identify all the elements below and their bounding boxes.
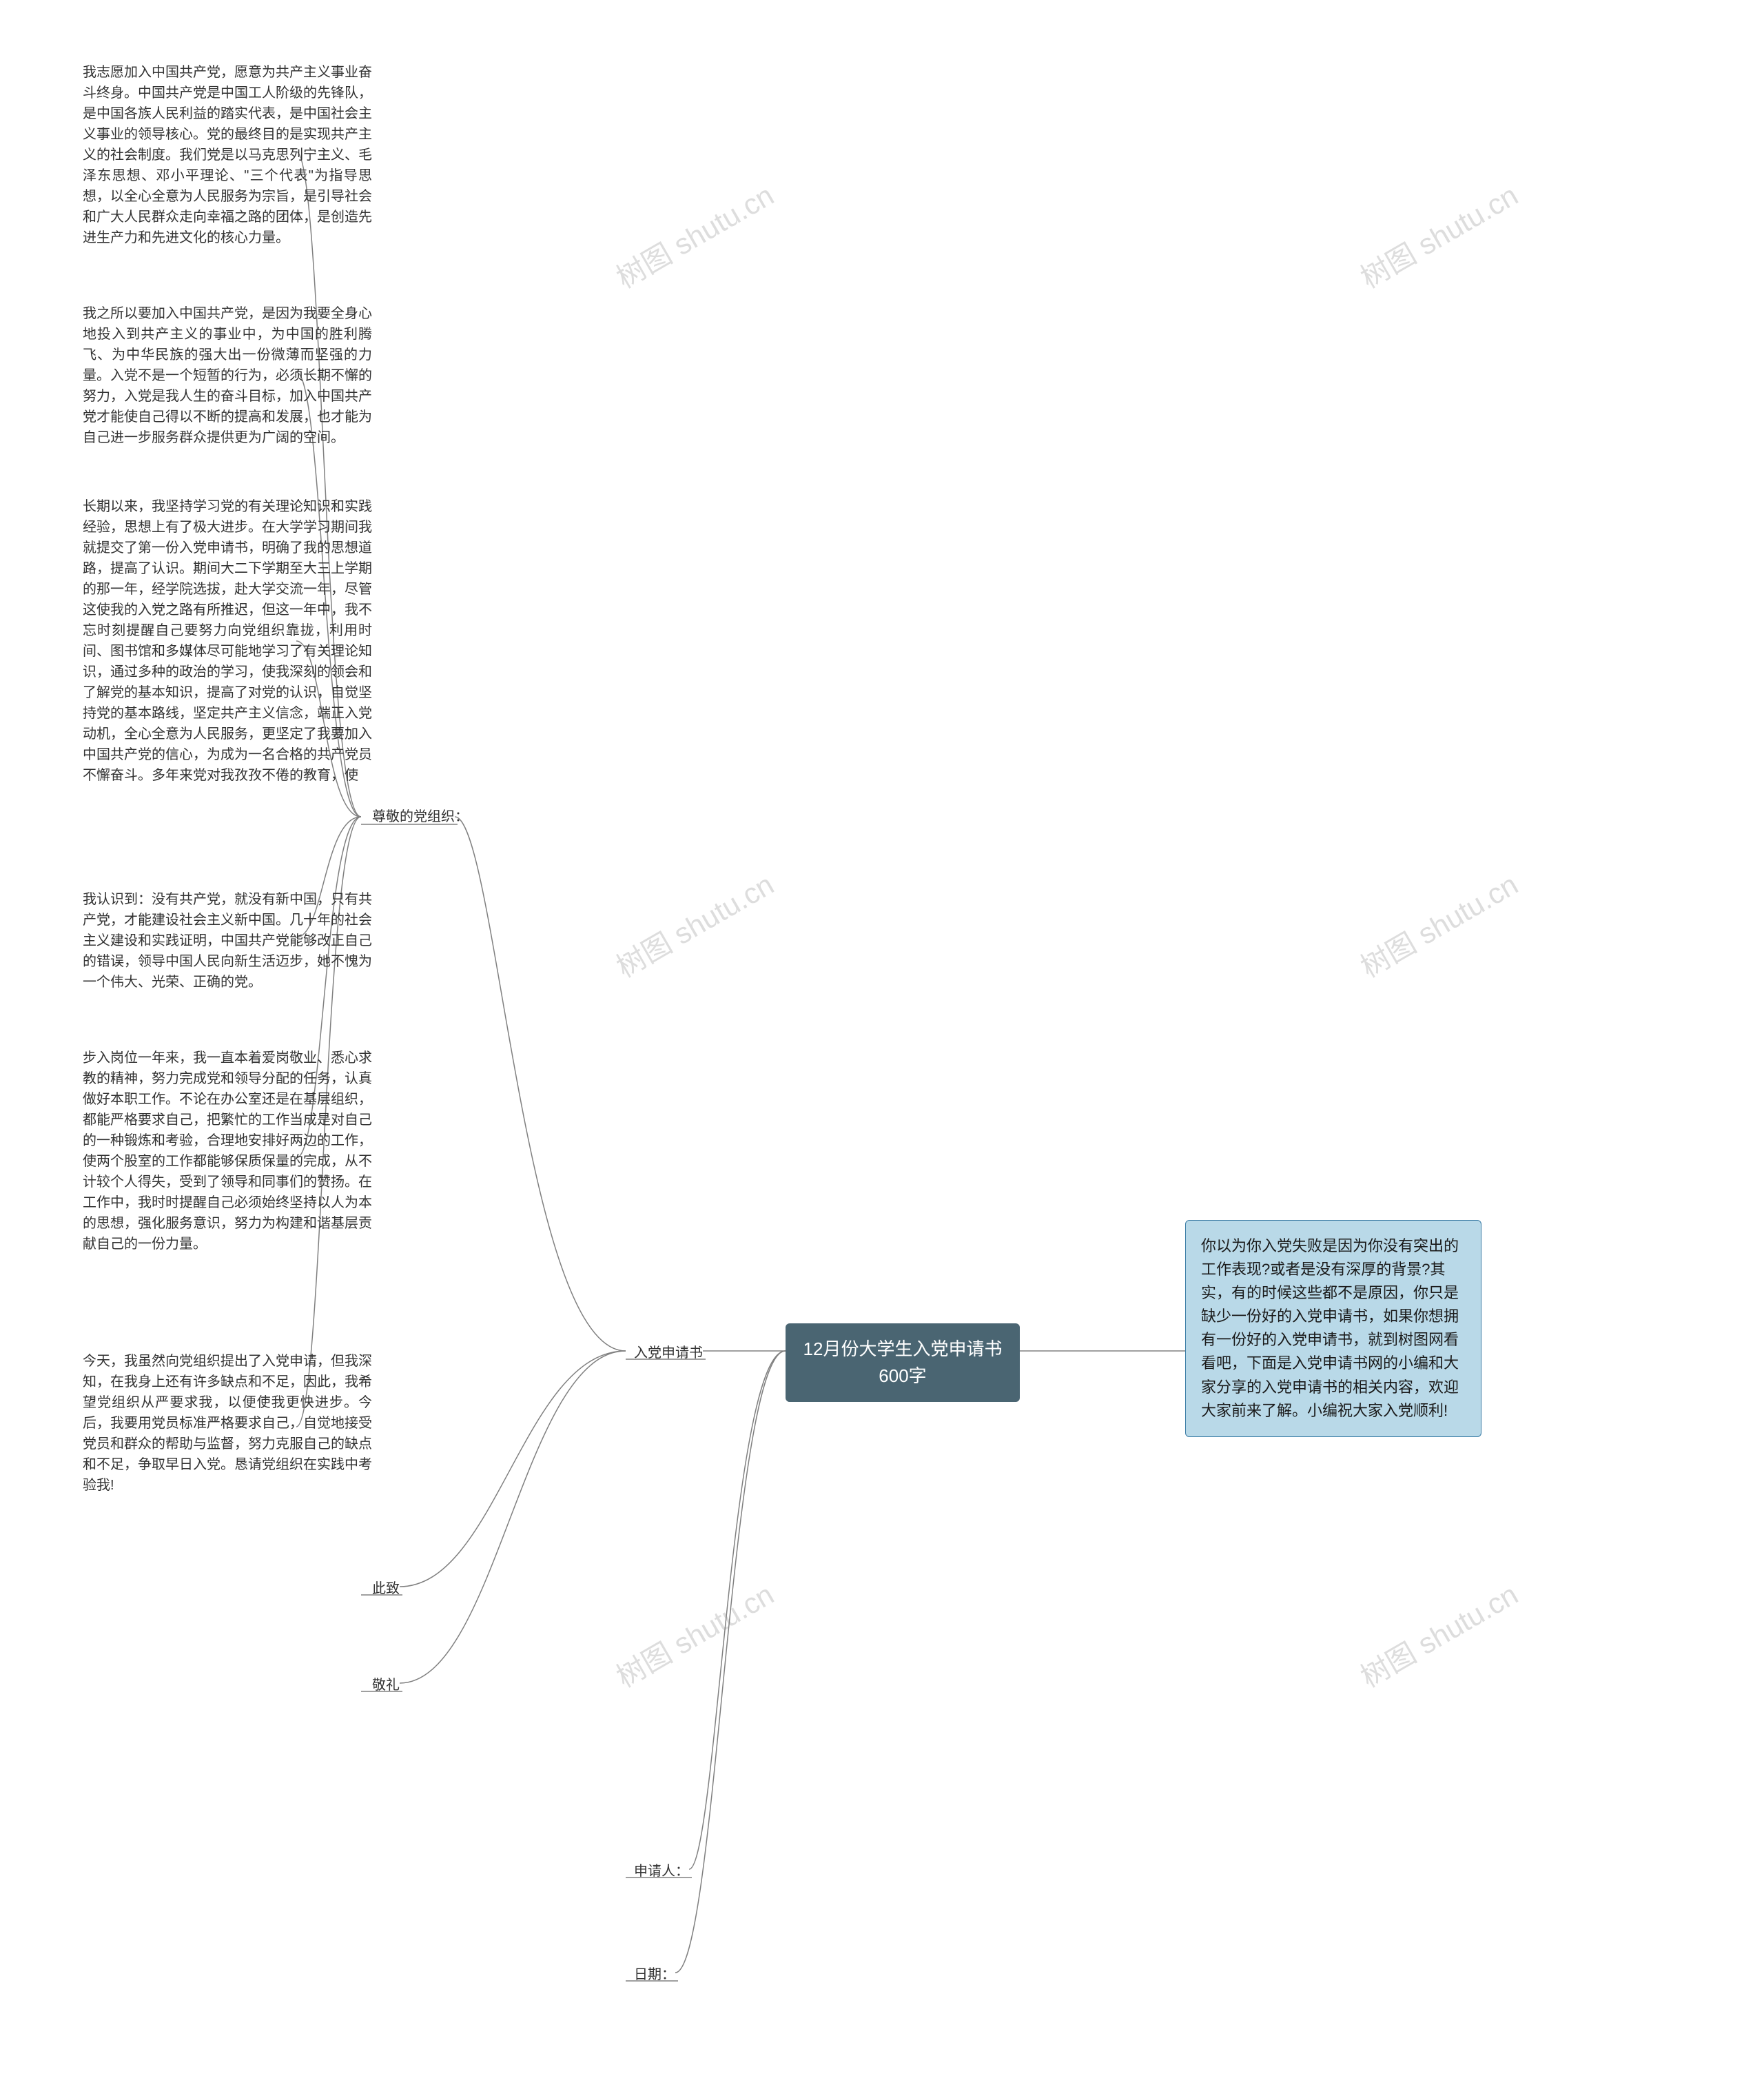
paragraph-3: 长期以来，我坚持学习党的有关理论知识和实践经验，思想上有了极大进步。在大学学习期… [83,496,372,786]
paragraph-1: 我志愿加入中国共产党，愿意为共产主义事业奋斗终身。中国共产党是中国工人阶级的先锋… [83,62,372,248]
root-title-line2: 600字 [801,1363,1005,1390]
watermark: 树图 shutu.cn [608,862,781,986]
root-title-line1: 12月份大学生入党申请书 [801,1336,1005,1363]
watermark: 树图 shutu.cn [1352,1571,1525,1696]
watermark: 树图 shutu.cn [1352,172,1525,296]
watermark: 树图 shutu.cn [608,172,781,296]
branch-closing-cizhi[interactable]: 此致 [372,1578,400,1599]
branch-application[interactable]: 入党申请书 [634,1343,703,1363]
paragraph-4: 我认识到：没有共产党，就没有新中国，只有共产党，才能建设社会主义新中国。几十年的… [83,889,372,993]
branch-closing-jingli[interactable]: 敬礼 [372,1675,400,1696]
branch-date[interactable]: 日期： [634,1964,675,1985]
paragraph-2: 我之所以要加入中国共产党，是因为我要全身心地投入到共产主义的事业中，为中国的胜利… [83,303,372,448]
watermark: 树图 shutu.cn [1352,862,1525,986]
branch-signer[interactable]: 申请人： [634,1861,689,1882]
paragraph-5: 步入岗位一年来，我一直本着爱岗敬业、悉心求教的精神，努力完成党和领导分配的任务，… [83,1048,372,1254]
description-box[interactable]: 你以为你入党失败是因为你没有突出的工作表现?或者是没有深厚的背景?其实，有的时候… [1185,1220,1481,1437]
root-node[interactable]: 12月份大学生入党申请书 600字 [786,1323,1020,1402]
watermark: 树图 shutu.cn [608,1571,781,1696]
paragraph-6: 今天，我虽然向党组织提出了入党申请，但我深知，在我身上还有许多缺点和不足，因此，… [83,1351,372,1496]
branch-salutation[interactable]: 尊敬的党组织： [372,806,469,827]
